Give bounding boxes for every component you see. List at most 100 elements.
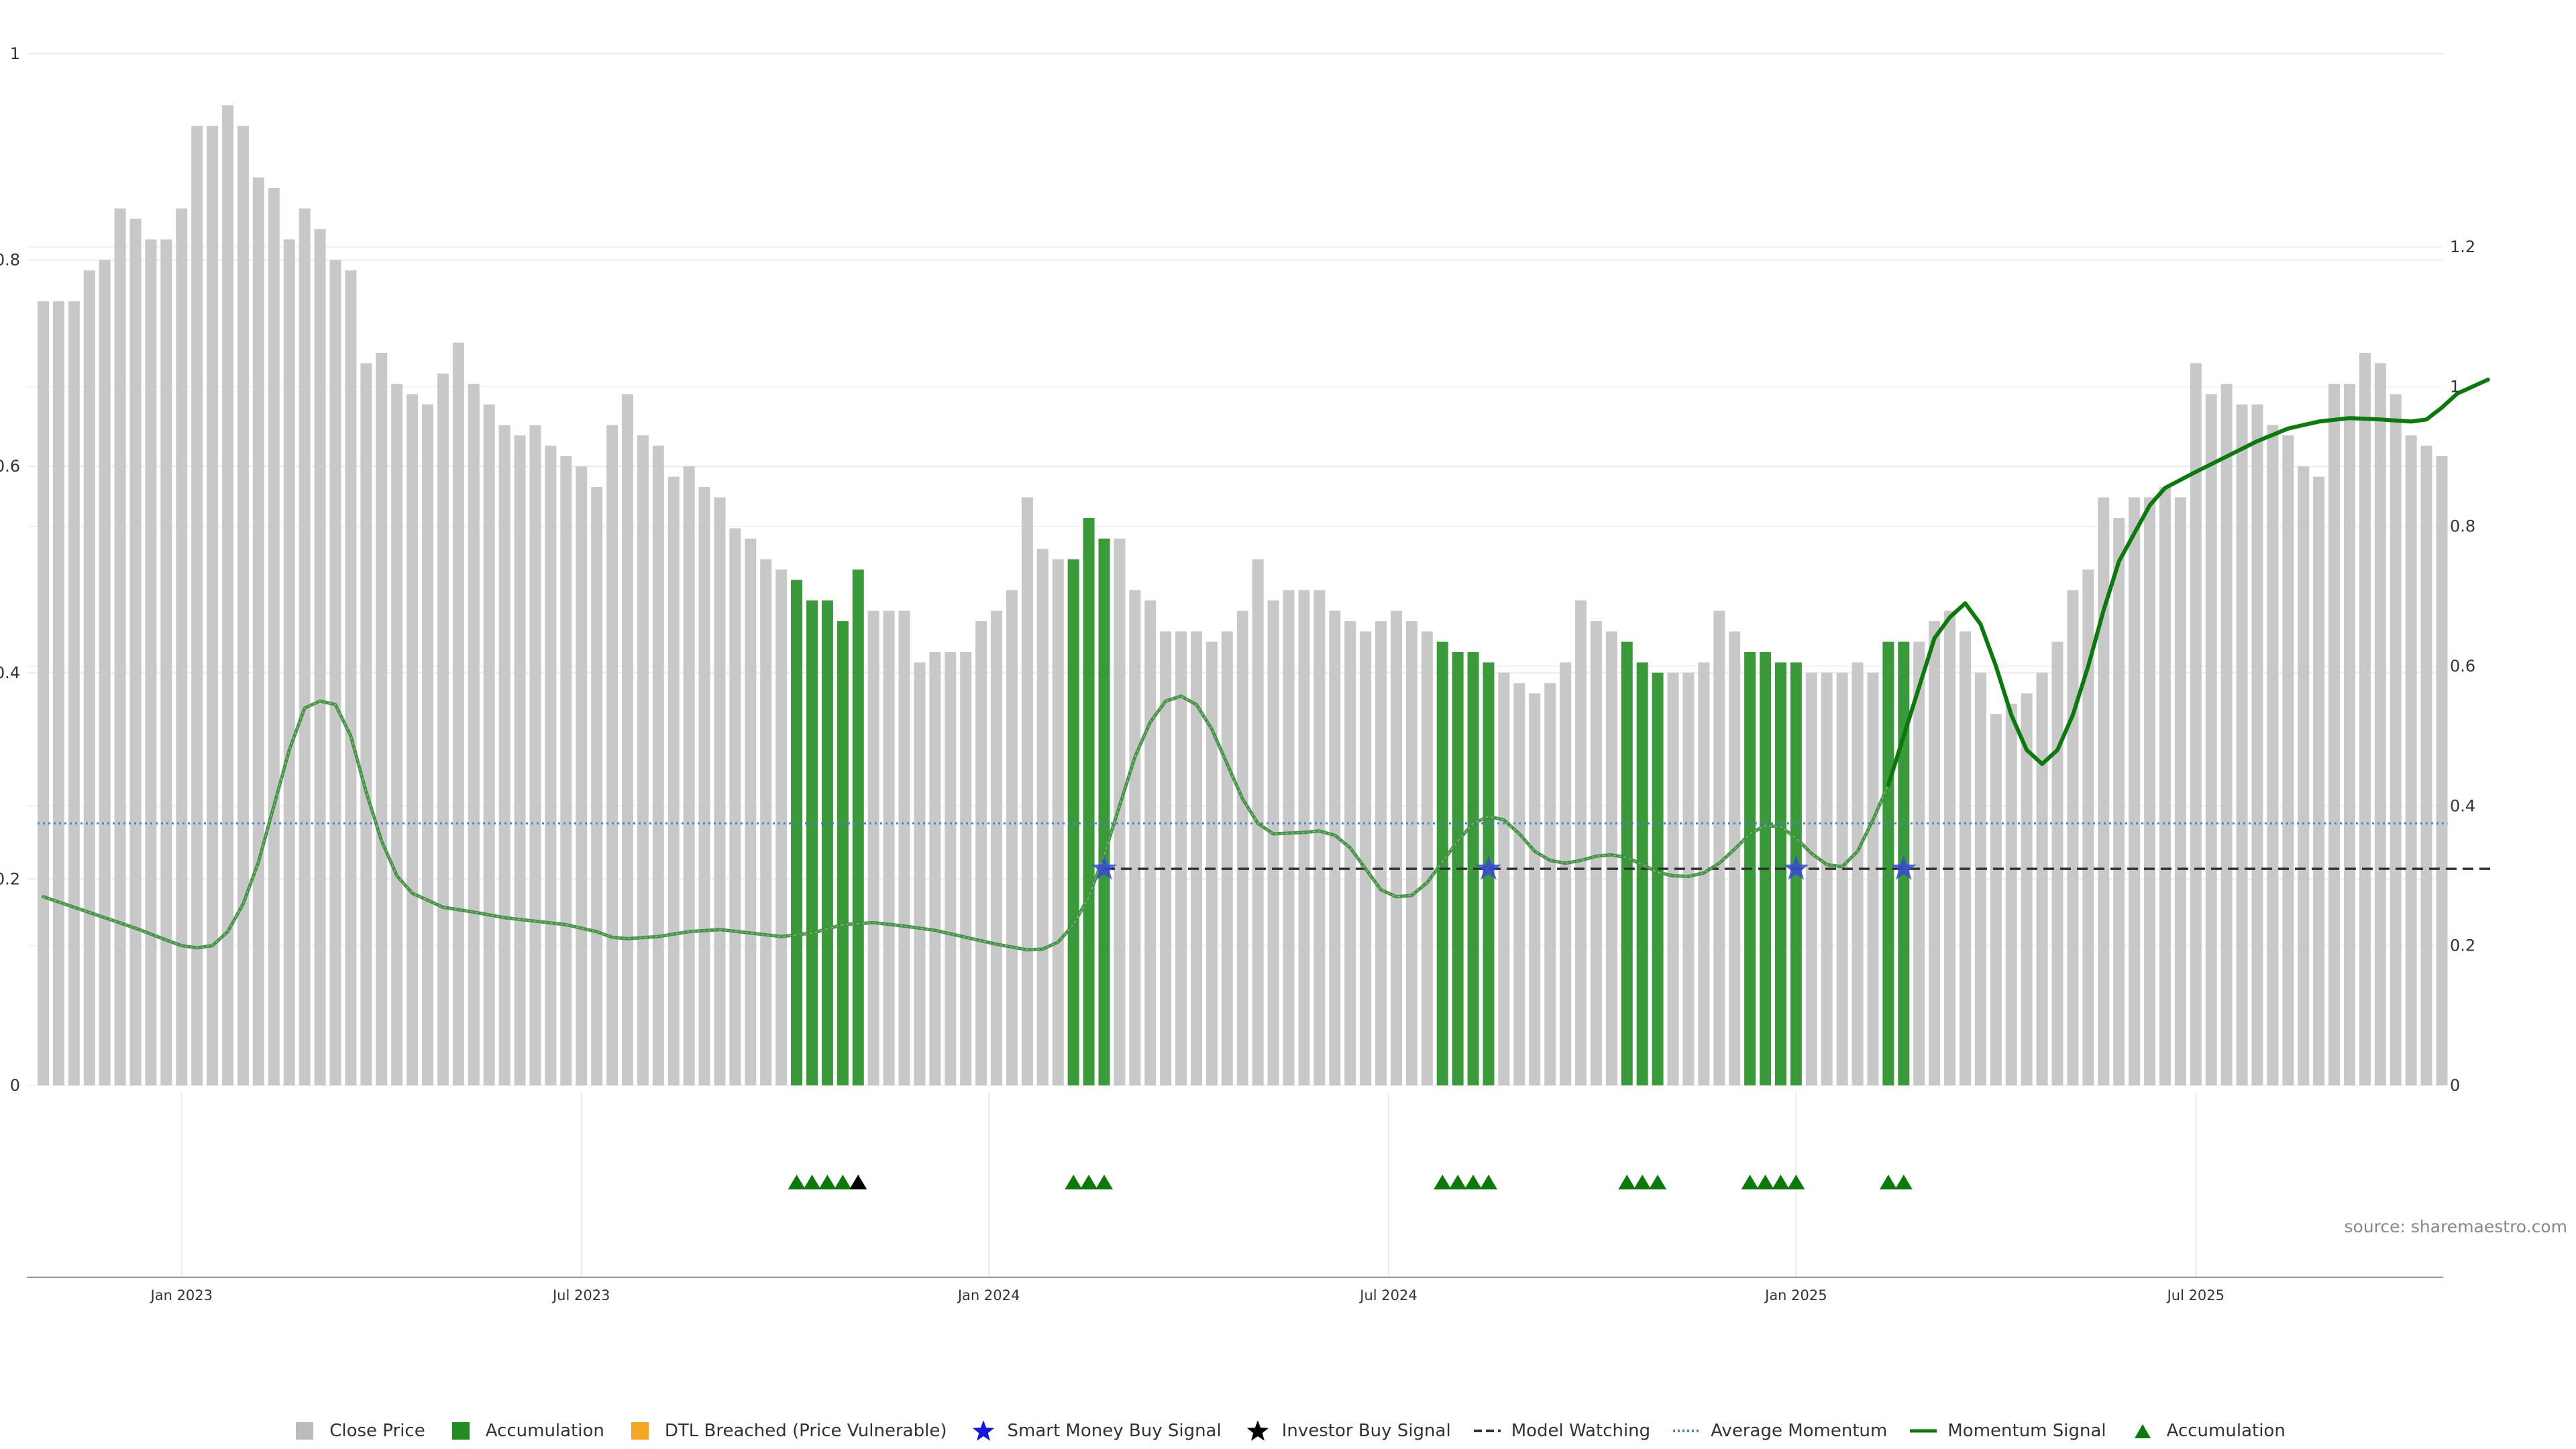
close-price-bar <box>207 125 219 1085</box>
close-price-bar <box>2129 497 2141 1085</box>
right-tick-label: 1.2 <box>2450 237 2475 256</box>
close-price-bar <box>1513 683 1525 1085</box>
close-price-bar <box>1344 621 1356 1085</box>
legend-star-icon <box>972 1421 994 1441</box>
close-price-bar <box>2390 394 2402 1085</box>
close-price-bar <box>2036 672 2048 1085</box>
left-tick-label: 0.6 <box>0 457 20 476</box>
smart-money-buy-star <box>1091 855 1117 880</box>
gridlines <box>27 53 2443 1277</box>
close-price-bar <box>591 486 603 1085</box>
accumulation-triangle <box>834 1175 852 1189</box>
close-price-bar <box>1298 590 1310 1085</box>
legend-label: Investor Buy Signal <box>1281 1421 1451 1441</box>
close-price-bar <box>1375 621 1387 1085</box>
close-price-bar <box>2159 486 2171 1085</box>
close-price-bar <box>176 208 188 1086</box>
close-price-bar <box>1929 621 1941 1085</box>
close-price-bar <box>483 404 495 1085</box>
close-price-bar <box>745 538 757 1085</box>
legend-dash-icon <box>1473 1430 1501 1432</box>
close-price-bar <box>222 105 234 1085</box>
legend-item: Smart Money Buy Signal <box>969 1421 1222 1441</box>
accumulation-triangle <box>1772 1175 1790 1189</box>
close-price-bar <box>2174 497 2186 1085</box>
accumulation-triangle <box>803 1175 821 1189</box>
accumulation-bar <box>1652 672 1664 1085</box>
close-price-bar <box>929 652 941 1085</box>
right-tick-label: 0 <box>2450 1076 2460 1095</box>
close-price-bar <box>160 239 172 1086</box>
legend-label: Model Watching <box>1511 1421 1651 1441</box>
close-price-bar <box>2098 497 2110 1085</box>
close-price-bar <box>1329 610 1341 1085</box>
legend-item: DTL Breached (Price Vulnerable) <box>626 1421 947 1441</box>
close-price-bar <box>1390 610 1402 1085</box>
close-price-bar <box>2328 384 2341 1086</box>
close-price-bar <box>345 270 357 1086</box>
close-price-bar <box>437 373 449 1085</box>
close-price-bar <box>1267 600 1279 1085</box>
close-price-bar <box>391 384 403 1086</box>
legend-dot-icon <box>1673 1430 1701 1432</box>
accumulation-triangle <box>1756 1175 1774 1189</box>
close-price-bar <box>960 652 972 1085</box>
close-price-bar <box>529 425 541 1085</box>
accumulation-triangle <box>1065 1175 1083 1189</box>
left-tick-label: 0 <box>10 1076 20 1095</box>
close-price-bar <box>637 435 649 1085</box>
close-price-bar <box>52 301 64 1085</box>
close-price-bar <box>2067 590 2079 1085</box>
accumulation-bar <box>1621 641 1633 1085</box>
momentum-signal-line <box>42 694 1890 952</box>
close-price-bar <box>1283 590 1295 1085</box>
legend-label: DTL Breached (Price Vulnerable) <box>664 1421 947 1441</box>
right-tick-label: 0.6 <box>2450 657 2475 676</box>
close-price-bar <box>1236 610 1248 1085</box>
legend-label: Momentum Signal <box>1947 1421 2106 1441</box>
close-price-bar <box>145 239 157 1086</box>
close-price-bar <box>1052 559 1064 1085</box>
right-tick-label: 1 <box>2450 377 2460 396</box>
legend-label: Close Price <box>329 1421 425 1441</box>
close-price-bar <box>498 425 511 1085</box>
left-tick-label: 0.2 <box>0 869 20 888</box>
close-price-bar <box>775 570 788 1085</box>
close-price-bar <box>360 363 372 1085</box>
close-price-bar <box>129 219 142 1086</box>
close-price-bar <box>1205 641 1218 1085</box>
right-tick-label: 0.4 <box>2450 796 2475 815</box>
x-tick-label: Jul 2023 <box>551 1287 610 1303</box>
investor-buy-triangle <box>849 1175 867 1189</box>
accumulation-bar <box>821 600 833 1085</box>
close-price-bar <box>729 528 741 1085</box>
legend-item: Accumulation <box>2128 1421 2286 1441</box>
accumulation-bar <box>1882 641 1894 1085</box>
close-price-bar <box>1221 631 1233 1085</box>
x-tick-label: Jul 2024 <box>1358 1287 1417 1303</box>
close-price-bar <box>1175 631 1187 1085</box>
accumulation-triangle <box>1894 1175 1913 1189</box>
legend-item: Investor Buy Signal <box>1243 1421 1451 1441</box>
left-tick-label: 1 <box>10 44 20 63</box>
close-price-bar <box>1360 631 1372 1085</box>
legend-label: Accumulation <box>485 1421 604 1441</box>
close-price-bar <box>560 455 572 1085</box>
close-price-bar <box>1851 662 1864 1085</box>
close-price-bar <box>1974 672 1986 1085</box>
legend-square-icon <box>296 1422 314 1440</box>
accumulation-bar <box>852 570 864 1085</box>
legend-label: Smart Money Buy Signal <box>1007 1421 1222 1441</box>
close-price-bar <box>514 435 526 1085</box>
close-price-bar <box>1405 621 1417 1085</box>
close-price-bar <box>2144 497 2156 1085</box>
close-price-bar <box>422 404 433 1085</box>
close-price-bar <box>468 384 480 1086</box>
right-tick-label: 0.2 <box>2450 936 2475 955</box>
close-price-bar <box>1036 549 1049 1085</box>
accumulation-bar <box>1083 518 1095 1085</box>
close-price-bar <box>1960 631 1971 1085</box>
close-price-bar <box>1144 600 1157 1085</box>
close-price-bar <box>576 466 588 1085</box>
